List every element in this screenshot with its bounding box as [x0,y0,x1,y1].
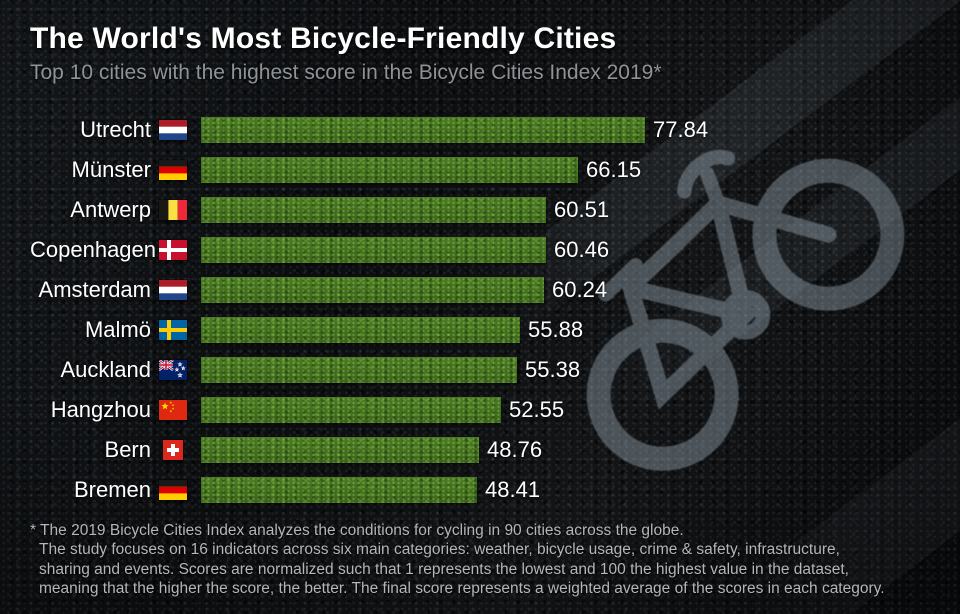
flag-denmark-icon [158,239,188,261]
score-bar [201,157,578,183]
score-value: 60.46 [554,237,610,262]
chart-row: Malmö 55.88 [30,310,960,350]
score-bar [201,237,546,263]
flag-netherlands-icon [158,119,188,141]
chart-row: Bern 48.76 [30,430,960,470]
flag-china-icon [158,399,188,421]
bar-zone: 60.24 [201,277,607,303]
chart-row: Amsterdam 60.24 [30,270,960,310]
footnote-line: sharing and events. Scores are normalize… [39,560,849,578]
chart-row: Auckland 55.38 [30,350,960,390]
city-label: Amsterdam [38,277,151,302]
flag-switzerland-icon [159,439,187,461]
score-value: 52.55 [509,397,565,422]
flag-new-zealand-icon [158,359,188,381]
score-value: 48.76 [487,437,543,462]
city-label: Münster [71,157,151,182]
footnote-line: meaning that the higher the score, the b… [39,580,885,598]
city-label: Utrecht [80,117,151,142]
city-label: Bremen [73,477,151,502]
chart-row: Hangzhou 52.55 [30,390,960,430]
bar-zone: 48.76 [201,437,542,463]
score-value: 66.15 [586,157,642,182]
chart-subtitle: Top 10 cities with the highest score in … [30,61,662,84]
city-label: Bern [104,437,151,462]
footnote-line: * The 2019 Bicycle Cities Index analyzes… [30,522,684,539]
bar-zone: 55.88 [201,317,583,343]
score-bar [201,117,645,143]
bar-zone: 66.15 [201,157,641,183]
score-value: 60.51 [554,197,610,222]
bar-zone: 52.55 [201,397,564,423]
flag-sweden-icon [158,319,188,341]
score-bar [201,357,517,383]
score-value: 55.88 [528,317,584,342]
footnote-line: The study focuses on 16 indicators acros… [39,541,840,559]
city-label: Antwerp [70,197,151,222]
score-bar [201,197,546,223]
score-bar [201,437,479,463]
bar-zone: 60.51 [201,197,609,223]
bar-chart: Utrecht 77.84 Münster 66.15 Antwerp 60.5… [30,110,960,510]
score-value: 48.41 [485,477,541,502]
flag-netherlands-icon [158,279,188,301]
flag-belgium-icon [158,199,188,221]
chart-row: Bremen 48.41 [30,470,960,510]
bar-zone: 55.38 [201,357,580,383]
score-bar [201,317,520,343]
city-label: Malmö [84,317,151,342]
chart-row: Copenhagen 60.46 [30,230,960,270]
bar-zone: 60.46 [201,237,609,263]
score-bar [201,397,501,423]
bar-zone: 48.41 [201,477,540,503]
footnote: * The 2019 Bicycle Cities Index analyzes… [30,521,946,599]
flag-germany-icon [158,479,188,501]
city-label: Copenhagen [30,237,157,262]
score-value: 60.24 [552,277,608,302]
chart-title: The World's Most Bicycle-Friendly Cities [30,22,617,55]
score-value: 77.84 [653,117,709,142]
score-bar [201,277,544,303]
chart-row: Münster 66.15 [30,150,960,190]
bar-zone: 77.84 [201,117,708,143]
flag-germany-icon [158,159,188,181]
city-label: Hangzhou [50,397,151,422]
score-value: 55.38 [525,357,581,382]
chart-row: Antwerp 60.51 [30,190,960,230]
chart-row: Utrecht 77.84 [30,110,960,150]
city-label: Auckland [60,357,151,382]
score-bar [201,477,477,503]
